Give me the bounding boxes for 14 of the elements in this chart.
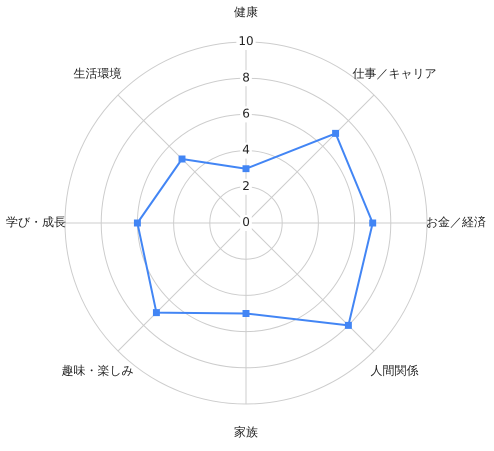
spoke-label: 学び・成長 bbox=[6, 215, 66, 230]
y-tick-label: 6 bbox=[242, 106, 250, 121]
spoke-label: 健康 bbox=[234, 5, 258, 20]
spoke-label: 生活環境 bbox=[74, 66, 122, 81]
y-tick-label: 8 bbox=[242, 70, 250, 84]
spoke-label: お金／経済 bbox=[426, 215, 486, 230]
y-tick-label: 4 bbox=[242, 142, 250, 157]
spoke-label: 仕事／キャリア bbox=[351, 66, 436, 81]
y-tick-label: 10 bbox=[238, 34, 254, 48]
y-tick-label: 2 bbox=[242, 178, 250, 193]
spoke-label: 趣味・楽しみ bbox=[62, 364, 134, 378]
spoke-label: 人間関係 bbox=[370, 364, 418, 378]
spoke-label: 家族 bbox=[234, 425, 258, 440]
y-tick-label: 0 bbox=[242, 215, 250, 230]
